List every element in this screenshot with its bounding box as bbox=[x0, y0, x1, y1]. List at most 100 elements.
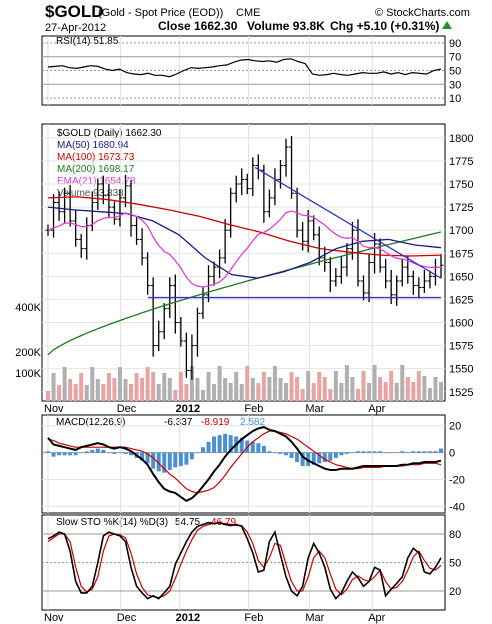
macd-histogram-bar bbox=[333, 452, 338, 458]
macd-histogram-bar bbox=[350, 452, 355, 454]
macd-tick-label: -20 bbox=[449, 474, 465, 486]
volume-bar bbox=[439, 382, 443, 401]
volume-bar bbox=[173, 390, 178, 401]
volume-tick-label: 400K bbox=[15, 302, 41, 314]
date-label: 27-Apr-2012 bbox=[45, 22, 106, 34]
volume-bar bbox=[411, 382, 416, 401]
volume-bar bbox=[162, 373, 167, 401]
volume-bar bbox=[184, 384, 189, 401]
macd-histogram-bar bbox=[106, 452, 111, 454]
macd-histogram-bar bbox=[361, 451, 366, 453]
brand-label: © StockCharts.com bbox=[375, 7, 470, 19]
macd-histogram-bar bbox=[129, 452, 134, 456]
rsi-tick-label: 50 bbox=[449, 66, 461, 78]
volume-bar bbox=[117, 367, 122, 401]
volume-bar bbox=[245, 366, 250, 401]
macd-histogram-bar bbox=[162, 452, 167, 473]
ema21-legend: EMA(21) 1654.78 bbox=[57, 176, 136, 187]
macd-histogram-bar bbox=[289, 452, 294, 458]
volume-bar bbox=[272, 366, 277, 401]
macd-histogram-bar bbox=[250, 441, 255, 453]
macd-histogram-bar bbox=[394, 452, 399, 454]
macd-histogram-bar bbox=[295, 452, 300, 462]
macd-histogram-bar bbox=[145, 452, 150, 464]
volume-bar bbox=[228, 383, 233, 401]
volume-bar bbox=[322, 377, 327, 401]
volume-bar bbox=[416, 371, 421, 401]
price-tick-label: 1600 bbox=[449, 318, 473, 330]
macd-panel bbox=[41, 414, 446, 514]
macd-histogram-bar bbox=[439, 448, 443, 453]
macd-histogram-bar bbox=[173, 452, 178, 468]
volume-bar bbox=[394, 383, 399, 401]
month-label: 2012 bbox=[176, 403, 200, 415]
volume-bar bbox=[112, 378, 117, 401]
month-label-bottom: Apr bbox=[368, 612, 385, 624]
price-legend: $GOLD (Daily) 1662.30 MA(50) 1680.94 MA(… bbox=[57, 128, 162, 199]
ma100-line bbox=[47, 196, 442, 257]
ma200-legend: MA(200) 1698.17 bbox=[57, 164, 135, 175]
volume-bar bbox=[372, 365, 377, 401]
chart-header: $GOLD (Gold - Spot Price (EOD)) CME 27-A… bbox=[45, 2, 470, 34]
macd-line bbox=[47, 426, 442, 503]
price-tick-label: 1700 bbox=[449, 225, 473, 237]
volume-tick-label: 100K bbox=[15, 368, 41, 380]
volume-bar bbox=[167, 378, 172, 401]
sto-k-value: 54.75 bbox=[175, 517, 200, 528]
volume-bar bbox=[328, 389, 333, 401]
month-label: Dec bbox=[117, 403, 137, 415]
volume-bar bbox=[62, 367, 67, 401]
rsi-tick-label: 90 bbox=[449, 38, 461, 50]
symbol-name: (Gold - Spot Price (EOD)) bbox=[98, 7, 223, 19]
volume-bar bbox=[378, 377, 383, 401]
macd-histogram-bar bbox=[156, 452, 161, 472]
macd-tick-label: 20 bbox=[449, 421, 461, 433]
volume-bar bbox=[344, 365, 349, 401]
volume-legend: Volume 93,833 bbox=[57, 188, 124, 199]
macd-histogram-bar bbox=[84, 451, 89, 453]
volume-bar bbox=[306, 371, 311, 401]
price-tick-label: 1650 bbox=[449, 271, 473, 283]
macd-histogram-bar bbox=[140, 452, 145, 461]
ma50-line bbox=[47, 206, 442, 279]
macd-histogram-bar bbox=[422, 451, 427, 453]
volume-bar bbox=[217, 366, 222, 401]
rsi-line bbox=[47, 58, 442, 78]
price-tick-label: 1550 bbox=[449, 364, 473, 376]
exchange-label: CME bbox=[236, 7, 260, 19]
volume-bar bbox=[156, 384, 161, 401]
macd-histogram-bar bbox=[378, 451, 383, 453]
volume-bar bbox=[140, 378, 145, 401]
rsi-tick-label: 70 bbox=[449, 52, 461, 64]
close-value: Close 1662.30 bbox=[158, 19, 238, 33]
volume-bar bbox=[383, 382, 388, 401]
resistance-trendline bbox=[254, 166, 442, 279]
volume-bar bbox=[234, 372, 239, 401]
volume-bar bbox=[145, 367, 150, 401]
macd-histogram-bar bbox=[328, 452, 333, 461]
macd-tick-label: -40 bbox=[449, 501, 465, 513]
volume-bar bbox=[51, 373, 56, 401]
volume-bar bbox=[422, 376, 427, 401]
macd-legend: MACD(12,26,9) -6.337 -8.919 2.582 bbox=[56, 417, 265, 428]
macd-histogram-bar bbox=[411, 451, 416, 453]
macd-histogram-bar bbox=[57, 452, 62, 456]
macd-histogram-bar bbox=[228, 435, 233, 453]
month-label: Apr bbox=[368, 403, 385, 415]
price-tick-label: 1750 bbox=[449, 179, 473, 191]
volume-bar bbox=[151, 372, 156, 401]
volume-bar bbox=[317, 372, 322, 401]
symbol-title: $GOLD bbox=[45, 2, 104, 21]
macd-histogram-bar bbox=[284, 452, 289, 456]
macd-histogram-bar bbox=[117, 452, 122, 454]
macd-histogram-bar bbox=[317, 452, 322, 464]
macd-histogram-bar bbox=[311, 452, 316, 465]
volume-bar bbox=[57, 385, 62, 401]
macd-signal-value: -8.919 bbox=[201, 417, 230, 428]
rsi-legend: RSI(14) 51.85 bbox=[56, 36, 119, 47]
price-legend-title: $GOLD (Daily) 1662.30 bbox=[57, 128, 162, 139]
macd-histogram-bar bbox=[51, 452, 56, 457]
macd-histogram-bar bbox=[90, 449, 95, 453]
volume-bar bbox=[200, 390, 205, 401]
volume-bar bbox=[311, 383, 316, 401]
